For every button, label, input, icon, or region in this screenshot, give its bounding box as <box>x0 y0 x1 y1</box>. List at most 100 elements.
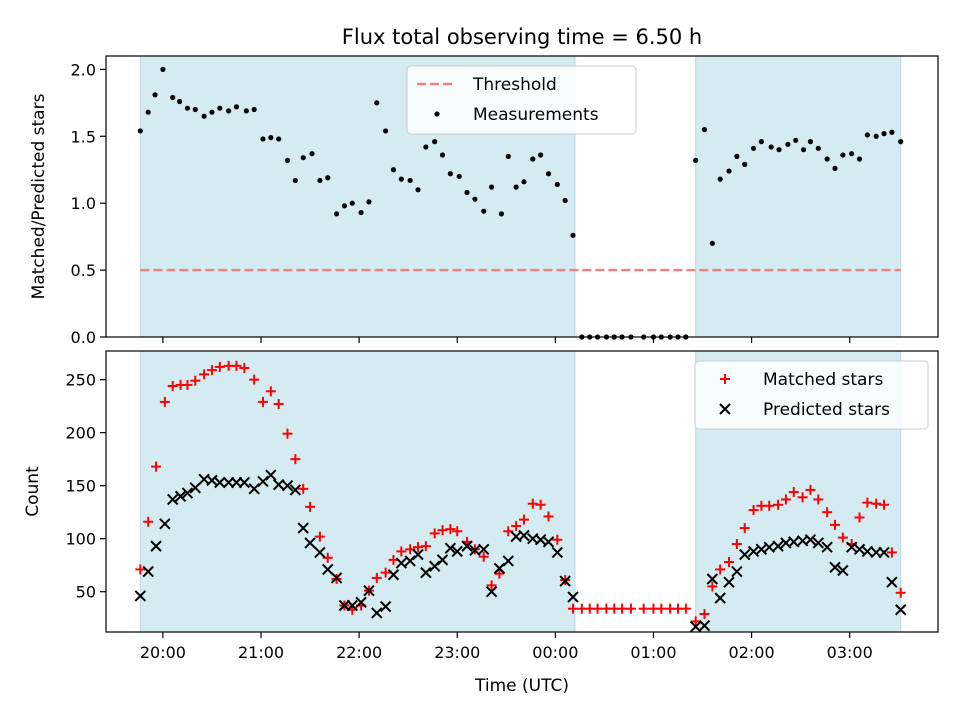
legend-matched-swatch <box>720 374 730 384</box>
measurement-point <box>881 131 887 137</box>
matched-star-point <box>886 547 897 558</box>
predicted-star-point <box>428 560 441 572</box>
matched-star-point <box>239 362 250 373</box>
matched-star-point <box>143 516 154 527</box>
x-tick-label: 23:00 <box>434 643 480 662</box>
matched-star-point <box>552 534 563 545</box>
measurement-point <box>137 128 143 134</box>
chart-title: Flux total observing time = 6.50 h <box>342 25 702 49</box>
predicted-star-point <box>289 484 302 496</box>
predicted-star-point <box>379 600 392 613</box>
matched-star-point <box>805 484 816 495</box>
matched-star-point <box>788 487 799 498</box>
count-y-axis-label: Count <box>23 466 43 517</box>
ratio-legend-box <box>406 65 637 135</box>
measurement-point <box>840 152 846 158</box>
predicted-star-point <box>714 592 726 604</box>
matched-star-point <box>592 603 603 614</box>
matched-star-point <box>396 546 407 557</box>
predicted-star-point <box>559 575 571 587</box>
y-tick-label: 0.5 <box>71 261 96 280</box>
legend-threshold-label: Threshold <box>472 75 557 95</box>
measurement-point <box>217 105 223 111</box>
predicted-star-point <box>723 576 735 588</box>
predicted-star-point <box>886 576 898 588</box>
matched-star-point <box>680 603 691 614</box>
predicted-star-point <box>189 482 201 494</box>
matched-star-point <box>895 587 906 598</box>
legend-measurements-label: Measurements <box>473 105 599 125</box>
measurement-point <box>849 151 855 157</box>
matched-star-point <box>190 375 201 386</box>
matched-star-point <box>413 542 423 553</box>
predicted-star-point <box>412 548 424 561</box>
measurement-point <box>785 141 791 147</box>
matched-star-point <box>617 603 628 614</box>
y-tick-label: 1.5 <box>71 127 96 146</box>
matched-star-point <box>527 498 538 509</box>
predicted-star-point <box>461 540 473 552</box>
predicted-star-point <box>404 555 416 567</box>
predicted-star-point <box>257 475 269 488</box>
matched-star-point <box>486 580 497 591</box>
measurement-point <box>184 105 191 111</box>
measurement-point <box>243 108 249 114</box>
measurement-point <box>398 176 404 182</box>
matched-star-point <box>707 581 718 592</box>
ratio-y-axis: 0.0 0.5 1.0 1.5 2.0 <box>71 60 106 347</box>
measurement-point <box>415 187 421 193</box>
predicted-star-point <box>821 541 833 553</box>
matched-star-point <box>298 483 309 494</box>
measurement-point <box>317 177 323 184</box>
predicted-star-point <box>322 563 334 576</box>
matched-star-point <box>656 603 667 614</box>
predicted-star-point <box>167 493 179 506</box>
measurement-point <box>472 196 478 202</box>
matched-star-point <box>724 557 735 568</box>
y-tick-label: 100 <box>65 530 96 549</box>
measurement-point <box>432 139 438 145</box>
measurement-point <box>309 151 315 157</box>
predicted-star-point <box>355 596 367 609</box>
measurement-point <box>693 157 699 163</box>
count-panel-shading <box>139 350 902 633</box>
predicted-star-point <box>134 590 147 602</box>
count-series <box>134 360 907 633</box>
predicted-star-point <box>804 534 817 546</box>
matched-star-point <box>257 396 268 407</box>
matched-star-point <box>159 396 170 407</box>
measurement-point <box>726 168 732 174</box>
measurement-point <box>358 209 364 216</box>
predicted-star-point <box>304 537 316 549</box>
predicted-star-point <box>478 543 490 555</box>
ratio-x-ticks <box>162 337 851 343</box>
measurement-point <box>856 156 863 162</box>
predicted-star-point <box>371 607 383 619</box>
measurement-point <box>456 173 462 180</box>
measurement-point <box>366 199 372 205</box>
measurement-point <box>300 155 306 161</box>
predicted-star-point <box>281 479 294 492</box>
measurement-point <box>498 211 504 217</box>
time-x-axis: 20:00 21:00 22:00 23:00 00:00 01:00 02:00 03:00 <box>140 632 873 662</box>
measurement-point <box>513 184 519 190</box>
matched-star-point <box>273 399 284 410</box>
measurement-point <box>873 133 879 139</box>
measurement-point <box>325 175 331 181</box>
y-tick-label: 250 <box>65 371 96 390</box>
predicted-star-point <box>878 546 890 559</box>
measurement-point <box>407 177 413 184</box>
matched-star-point <box>437 525 448 536</box>
measurement-point <box>832 165 838 171</box>
measurement-point <box>209 109 215 115</box>
count-panel: 50 100 150 200 250 20:00 21:00 22:00 23:00 00:00… <box>23 350 939 662</box>
measurement-point <box>268 135 274 141</box>
matched-star-point <box>780 494 791 505</box>
x-tick-label: 20:00 <box>140 643 186 662</box>
matched-star-point <box>199 369 210 380</box>
predicted-star-point <box>837 564 849 577</box>
measurement-point <box>276 136 282 142</box>
matched-star-point <box>535 499 546 510</box>
